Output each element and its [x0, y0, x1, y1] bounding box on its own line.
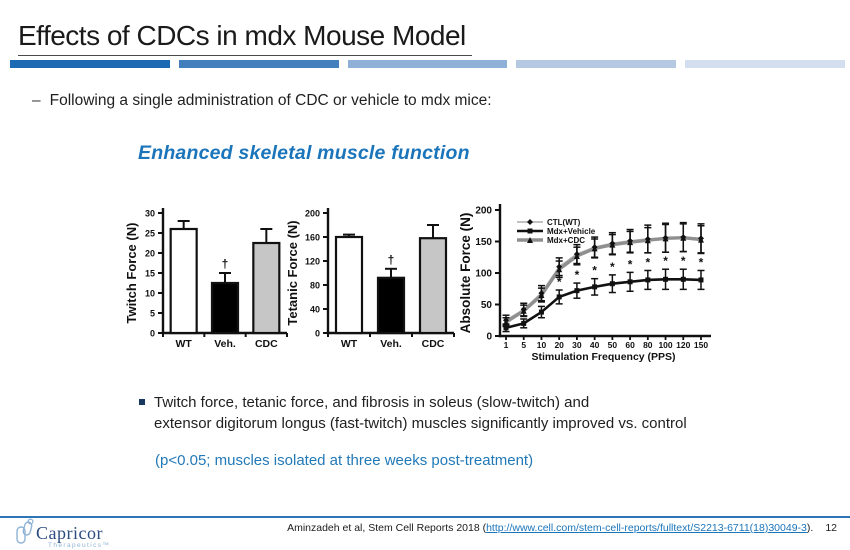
- svg-text:*: *: [663, 254, 668, 268]
- svg-text:Stimulation Frequency (PPS): Stimulation Frequency (PPS): [531, 351, 675, 363]
- title-divider-bars: [10, 60, 845, 68]
- svg-text:30: 30: [145, 209, 155, 219]
- svg-text:20: 20: [145, 249, 155, 259]
- svg-text:200: 200: [305, 209, 320, 219]
- page-number: 12: [825, 522, 837, 534]
- tetanic-force-bar-chart: Tetanic Force (N) 0 40 80 120 160 200 WT Veh. † CD…: [285, 208, 455, 350]
- svg-text:5: 5: [150, 309, 155, 319]
- svg-text:Veh.: Veh.: [214, 338, 236, 350]
- subheading-enhanced-function: Enhanced skeletal muscle function: [138, 142, 470, 164]
- title-bar: [10, 60, 170, 68]
- svg-text:*: *: [521, 304, 526, 318]
- svg-text:CDC: CDC: [422, 338, 445, 350]
- svg-text:120: 120: [305, 257, 320, 267]
- svg-text:0: 0: [486, 332, 492, 343]
- svg-text:Absolute Force (N): Absolute Force (N): [458, 213, 473, 334]
- svg-text:*: *: [645, 255, 650, 269]
- svg-text:CDC: CDC: [255, 338, 278, 350]
- dash-bullet-marker: –: [32, 92, 41, 109]
- bullet-administration-text: Following a single administration of CDC…: [49, 92, 492, 109]
- svg-text:WT: WT: [176, 338, 193, 350]
- note-p-value: (p<0.05; muscles isolated at three weeks…: [155, 452, 534, 469]
- svg-text:*: *: [592, 264, 597, 278]
- svg-text:200: 200: [475, 206, 492, 217]
- citation-text: Aminzadeh et al, Stem Cell Reports 2018 …: [287, 522, 487, 534]
- svg-text:1: 1: [504, 340, 509, 350]
- svg-text:40: 40: [310, 305, 320, 315]
- bullet-findings: Twitch force, tetanic force, and fibrosi…: [139, 392, 687, 434]
- svg-text:*: *: [699, 255, 704, 269]
- svg-text:*: *: [539, 291, 544, 305]
- twitch-force-bar-chart: Twitch Force (N) 0 5 10 15 20 25 30 WT Veh. † CDC: [124, 208, 288, 350]
- title-bar: [347, 60, 508, 68]
- svg-text:5: 5: [521, 340, 526, 350]
- svg-text:0: 0: [315, 329, 320, 339]
- svg-text:15: 15: [145, 269, 155, 279]
- capricor-logo: Capricor Therapeutics™: [14, 518, 110, 549]
- footer-divider: [0, 516, 850, 518]
- svg-text:80: 80: [310, 281, 320, 291]
- svg-text:0: 0: [150, 329, 155, 339]
- citation-suffix: ).: [806, 522, 814, 534]
- citation: Aminzadeh et al, Stem Cell Reports 2018 …: [287, 522, 837, 534]
- svg-text:*: *: [610, 260, 615, 274]
- absolute-force-line-chart: Absolute Force (N) 0 50 100 150 200 1 5 10 20 30 40…: [458, 204, 711, 363]
- svg-text:*: *: [681, 254, 686, 268]
- svg-text:†: †: [222, 257, 229, 271]
- svg-text:†: †: [388, 253, 395, 267]
- svg-text:Mdx+CDC: Mdx+CDC: [547, 236, 585, 245]
- svg-text:CTL(WT): CTL(WT): [547, 218, 581, 227]
- svg-text:120: 120: [676, 340, 690, 350]
- svg-text:150: 150: [694, 340, 708, 350]
- bullet-findings-line2: extensor digitorum longus (fast-twitch) …: [154, 415, 687, 432]
- capricor-logo-icon: [16, 518, 34, 544]
- svg-text:50: 50: [481, 300, 493, 311]
- svg-text:WT: WT: [341, 338, 358, 350]
- svg-text:*: *: [628, 257, 633, 271]
- bullet-administration: – Following a single administration of C…: [32, 92, 492, 110]
- svg-text:30: 30: [572, 340, 582, 350]
- svg-text:60: 60: [625, 340, 635, 350]
- svg-text:80: 80: [643, 340, 653, 350]
- svg-text:100: 100: [658, 340, 672, 350]
- svg-text:Veh.: Veh.: [380, 338, 402, 350]
- logo-subtitle: Therapeutics™: [48, 542, 111, 549]
- svg-text:Twitch Force (N): Twitch Force (N): [124, 223, 139, 324]
- svg-text:160: 160: [305, 233, 320, 243]
- svg-text:10: 10: [145, 289, 155, 299]
- svg-text:25: 25: [145, 229, 155, 239]
- logo-wordmark: Capricor: [36, 523, 103, 543]
- svg-text:50: 50: [608, 340, 618, 350]
- bullet-findings-line1: Twitch force, tetanic force, and fibrosi…: [154, 394, 590, 411]
- svg-text:*: *: [557, 275, 562, 289]
- citation-link[interactable]: http://www.cell.com/stem-cell-reports/fu…: [486, 522, 807, 534]
- svg-text:Tetanic Force (N): Tetanic Force (N): [285, 220, 300, 325]
- title-bar: [685, 60, 845, 68]
- page-title: Effects of CDCs in mdx Mouse Model: [18, 20, 472, 56]
- square-bullet-marker: [139, 399, 145, 405]
- svg-text:*: *: [575, 268, 580, 282]
- svg-text:20: 20: [554, 340, 564, 350]
- title-bar: [178, 60, 339, 68]
- svg-text:150: 150: [475, 237, 492, 248]
- svg-text:10: 10: [537, 340, 547, 350]
- svg-text:Mdx+Vehicle: Mdx+Vehicle: [547, 227, 596, 236]
- svg-text:40: 40: [590, 340, 600, 350]
- svg-text:100: 100: [475, 269, 492, 280]
- title-bar: [516, 60, 677, 68]
